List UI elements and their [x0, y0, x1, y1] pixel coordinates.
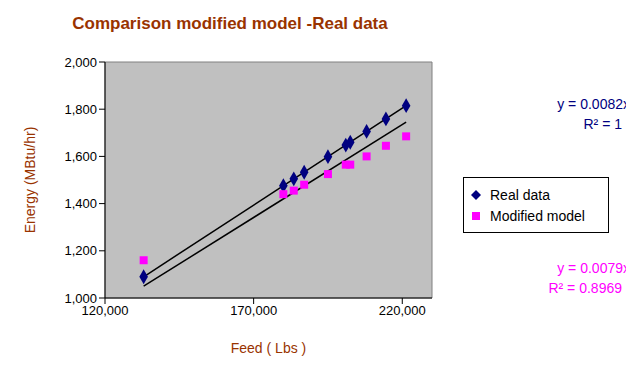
svg-text:1,600: 1,600: [64, 149, 97, 164]
svg-text:1,200: 1,200: [64, 243, 97, 258]
svg-text:1,000: 1,000: [64, 291, 97, 306]
html-text:y = 0.0082x: y = 0.0082x: [557, 96, 630, 112]
html-text:R² = 1: R² = 1: [583, 116, 622, 132]
svg-text:2,000: 2,000: [64, 55, 97, 70]
svg-text:170,000: 170,000: [230, 303, 277, 318]
html-text:y = 0.0079x: y = 0.0079x: [557, 260, 630, 276]
svg-text:1,800: 1,800: [64, 102, 97, 117]
svg-text:Energy (MBtu/hr): Energy (MBtu/hr): [22, 127, 38, 234]
html-text:Real data: Real data: [490, 186, 550, 203]
svg-text:120,000: 120,000: [81, 303, 129, 319]
html-text:Comparison modified model -Rea: Comparison modified model -Real data: [72, 14, 388, 33]
svg-text:Feed ( Lbs ): Feed ( Lbs ): [231, 340, 306, 356]
html-text:R² = 0.8969: R² = 0.8969: [548, 280, 622, 296]
svg-text:1,400: 1,400: [64, 196, 97, 211]
svg-text:220,000: 220,000: [379, 303, 426, 318]
html-text:Modified model: Modified model: [490, 207, 585, 224]
